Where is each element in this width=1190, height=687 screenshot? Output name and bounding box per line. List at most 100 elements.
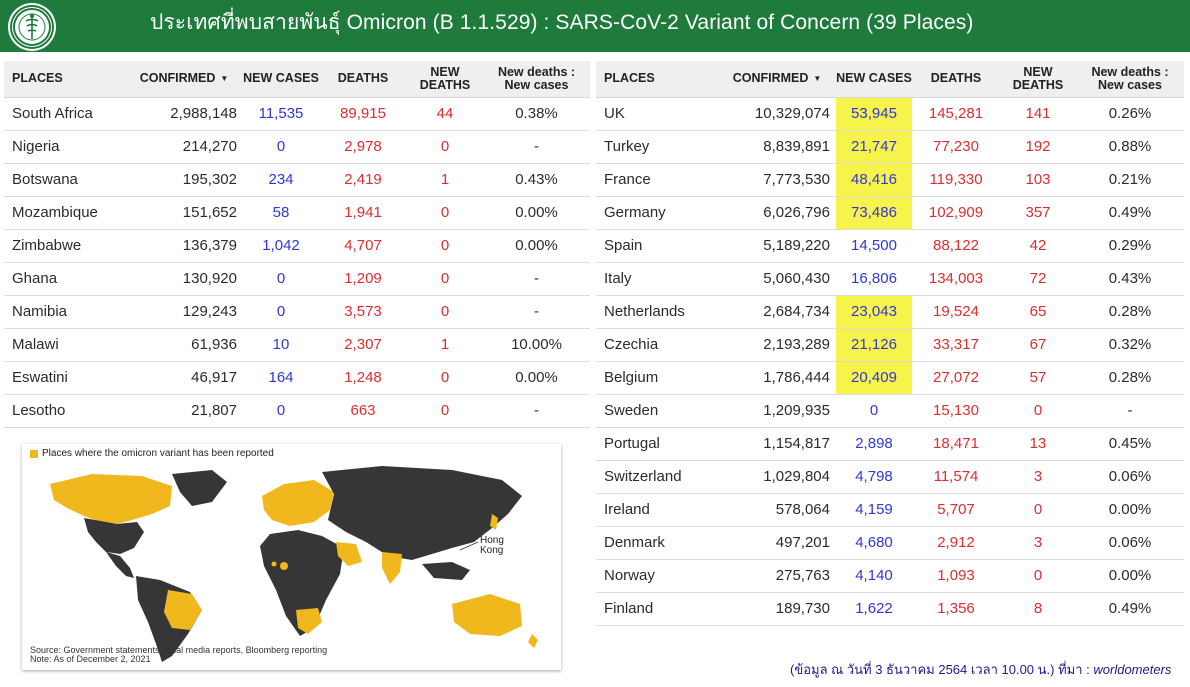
table-row[interactable]: Namibia 129,243 0 3,573 0-	[4, 295, 590, 329]
column-header-deaths[interactable]: DEATHS	[319, 61, 407, 98]
legend-swatch	[30, 449, 38, 458]
table-row[interactable]: Sweden 1,209,935 0 15,130 0-	[596, 394, 1184, 428]
table-row[interactable]: France 7,773,530 48,416 119,330 103 0.21%	[596, 163, 1184, 197]
new-cases-cell: 23,043	[836, 295, 912, 329]
deaths-cell: 33,317	[912, 328, 1000, 362]
table-row[interactable]: Portugal 1,154,817 2,898 18,471 13 0.45%	[596, 427, 1184, 461]
deaths-cell: 11,574	[912, 460, 1000, 494]
column-header-places[interactable]: PLACES	[4, 61, 125, 98]
column-header-new-deaths[interactable]: NEW DEATHS	[407, 61, 483, 98]
table-row[interactable]: Zimbabwe 136,379 1,042 4,707 0 0.00%	[4, 229, 590, 263]
column-header-places[interactable]: PLACES	[596, 61, 718, 98]
deaths-cell: 2,912	[912, 526, 1000, 560]
new-cases-cell: 0	[243, 295, 319, 329]
new-cases-cell: 21,747	[836, 130, 912, 164]
deaths-cell: 134,003	[912, 262, 1000, 296]
confirmed-cell: 195,302	[125, 163, 243, 197]
new-cases-cell: 4,140	[836, 559, 912, 593]
page-title: ประเทศที่พบสายพันธุ์ Omicron (B 1.1.529)…	[150, 11, 974, 34]
column-header-new-cases[interactable]: NEW CASES	[243, 61, 319, 98]
ratio-cell: 0.88%	[1076, 130, 1184, 164]
table-row[interactable]: Netherlands 2,684,734 23,043 19,524 65 0.28%	[596, 295, 1184, 329]
table-row[interactable]: Ireland 578,064 4,159 5,707 0 0.00%	[596, 493, 1184, 527]
table-row[interactable]: Ghana 130,920 0 1,209 0-	[4, 262, 590, 296]
ratio-cell: 0.29%	[1076, 229, 1184, 263]
new-cases-cell: 14,500	[836, 229, 912, 263]
ratio-cell: -	[483, 295, 590, 329]
table-row[interactable]: Botswana 195,302 234 2,419 1 0.43%	[4, 163, 590, 197]
confirmed-cell: 46,917	[125, 361, 243, 395]
table-row[interactable]: Czechia 2,193,289 21,126 33,317 67 0.32%	[596, 328, 1184, 362]
table-row[interactable]: Switzerland 1,029,804 4,798 11,574 3 0.06%	[596, 460, 1184, 494]
place-cell: Malawi	[4, 328, 125, 362]
new-deaths-cell: 1	[407, 328, 483, 362]
column-header-confirmed[interactable]: CONFIRMED ▼	[125, 61, 243, 98]
sort-descending-icon[interactable]: ▼	[813, 73, 822, 83]
table-row[interactable]: Malawi 61,936 10 2,307 1 10.00%	[4, 328, 590, 362]
deaths-cell: 5,707	[912, 493, 1000, 527]
table-row[interactable]: Nigeria 214,270 0 2,978 0-	[4, 130, 590, 164]
hong-kong-label-line1: Hong	[480, 535, 504, 546]
column-header-confirmed-label: CONFIRMED	[139, 70, 216, 85]
new-cases-cell: 73,486	[836, 196, 912, 230]
place-cell: Eswatini	[4, 361, 125, 395]
europe-table-body: UK 10,329,074 53,945 145,281 141 0.26% Turkey 8…	[596, 97, 1184, 626]
place-cell: Lesotho	[4, 394, 125, 428]
new-deaths-cell: 0	[407, 262, 483, 296]
table-row[interactable]: Denmark 497,201 4,680 2,912 3 0.06%	[596, 526, 1184, 560]
ratio-cell: 0.00%	[483, 196, 590, 230]
hong-kong-label: Hong Kong	[480, 536, 504, 556]
table-row[interactable]: UK 10,329,074 53,945 145,281 141 0.26%	[596, 97, 1184, 131]
new-deaths-cell: 44	[407, 97, 483, 131]
column-header-ratio[interactable]: New deaths : New cases	[1076, 61, 1184, 98]
new-cases-cell: 164	[243, 361, 319, 395]
column-header-new-cases[interactable]: NEW CASES	[836, 61, 912, 98]
table-row[interactable]: South Africa 2,988,148 11,535 89,915 44 0.38%	[4, 97, 590, 131]
deaths-cell: 4,707	[319, 229, 407, 263]
column-header-deaths[interactable]: DEATHS	[912, 61, 1000, 98]
table-row[interactable]: Lesotho 21,807 0 663 0-	[4, 394, 590, 428]
ratio-header-line1: New deaths :	[497, 64, 576, 79]
table-row[interactable]: Finland 189,730 1,622 1,356 8 0.49%	[596, 592, 1184, 626]
ratio-cell: 0.49%	[1076, 196, 1184, 230]
table-row[interactable]: Mozambique 151,652 58 1,941 0 0.00%	[4, 196, 590, 230]
new-cases-cell: 0	[836, 394, 912, 428]
new-deaths-cell: 42	[1000, 229, 1076, 263]
column-header-new-deaths[interactable]: NEW DEATHS	[1000, 61, 1076, 98]
deaths-cell: 145,281	[912, 97, 1000, 131]
table-row[interactable]: Spain 5,189,220 14,500 88,122 42 0.29%	[596, 229, 1184, 263]
column-header-ratio[interactable]: New deaths : New cases	[483, 61, 590, 98]
confirmed-cell: 61,936	[125, 328, 243, 362]
ratio-cell: 10.00%	[483, 328, 590, 362]
place-cell: Belgium	[596, 361, 718, 395]
new-deaths-cell: 141	[1000, 97, 1076, 131]
world-map-graphic	[50, 466, 538, 662]
table-row[interactable]: Turkey 8,839,891 21,747 77,230 192 0.88%	[596, 130, 1184, 164]
new-deaths-cell: 57	[1000, 361, 1076, 395]
ratio-cell: 0.00%	[483, 361, 590, 395]
table-row[interactable]: Italy 5,060,430 16,806 134,003 72 0.43%	[596, 262, 1184, 296]
column-header-confirmed[interactable]: CONFIRMED ▼	[718, 61, 836, 98]
footnote-text: (ข้อมูล ณ วันที่ 3 ธันวาคม 2564 เวลา 10.…	[790, 662, 1094, 677]
table-row[interactable]: Eswatini 46,917 164 1,248 0 0.00%	[4, 361, 590, 395]
new-deaths-cell: 0	[407, 130, 483, 164]
confirmed-cell: 5,189,220	[718, 229, 836, 263]
ratio-cell: 0.43%	[1076, 262, 1184, 296]
europe-table: PLACES CONFIRMED ▼ NEW CASES DEATHS NEW D…	[596, 61, 1184, 626]
confirmed-cell: 275,763	[718, 559, 836, 593]
place-cell: Switzerland	[596, 460, 718, 494]
table-row[interactable]: Belgium 1,786,444 20,409 27,072 57 0.28%	[596, 361, 1184, 395]
place-cell: Czechia	[596, 328, 718, 362]
new-cases-cell: 10	[243, 328, 319, 362]
deaths-cell: 1,209	[319, 262, 407, 296]
ministry-seal-icon	[10, 5, 54, 49]
footnote-source: worldometers	[1093, 662, 1172, 677]
confirmed-cell: 578,064	[718, 493, 836, 527]
table-row[interactable]: Norway 275,763 4,140 1,093 0 0.00%	[596, 559, 1184, 593]
new-deaths-cell: 0	[407, 295, 483, 329]
sort-descending-icon[interactable]: ▼	[220, 73, 229, 83]
new-cases-cell: 20,409	[836, 361, 912, 395]
place-cell: Botswana	[4, 163, 125, 197]
new-deaths-cell: 0	[1000, 559, 1076, 593]
table-row[interactable]: Germany 6,026,796 73,486 102,909 357 0.49%	[596, 196, 1184, 230]
